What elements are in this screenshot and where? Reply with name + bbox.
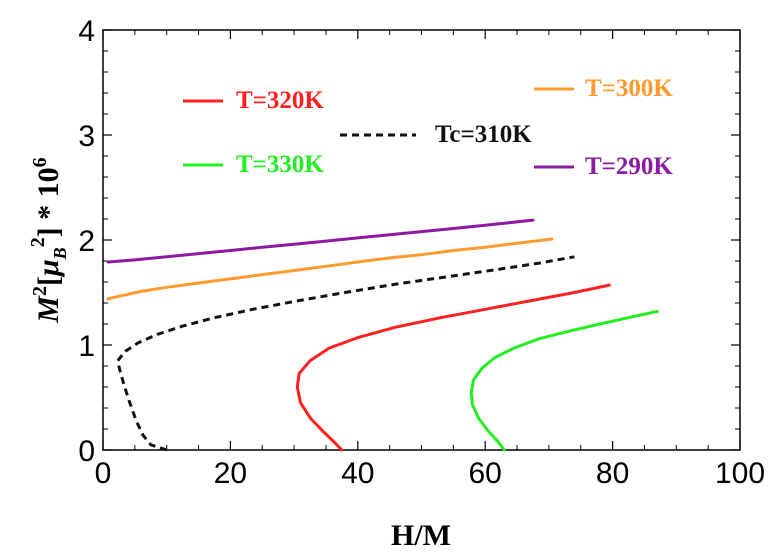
- series-line-t-330k: [469, 309, 659, 452]
- legend: T=320K T=300K Tc=310K T=330K T=290K: [183, 75, 673, 180]
- legend-label-tc-310k: Tc=310K: [435, 121, 532, 148]
- y-axis-title-mu-sup: 2: [27, 237, 49, 247]
- series-layer: [106, 218, 659, 452]
- x-tick-label: 80: [596, 457, 629, 490]
- y-axis-title-close: ] * 10: [32, 167, 65, 237]
- x-tick-label: 40: [341, 457, 374, 490]
- x-tick-label: 0: [95, 457, 112, 490]
- x-axis-title: H/M: [391, 519, 451, 552]
- y-tick-label: 3: [78, 120, 95, 153]
- ticks: 0 20 40 60 80 100 0 1 2 3 4: [78, 15, 765, 490]
- y-axis-title-m: M: [32, 295, 65, 324]
- series-line-t-320k: [295, 283, 611, 452]
- y-axis-title-open: [: [32, 276, 65, 286]
- y-axis-title-mu: μ: [32, 259, 65, 278]
- legend-label-t-330k: T=330K: [236, 151, 324, 178]
- legend-label-t-290k: T=290K: [585, 153, 673, 180]
- y-axis-title: M2[μB2] * 106: [27, 157, 70, 323]
- y-tick-label: 1: [78, 330, 95, 363]
- series-line-t-300k: [106, 237, 554, 301]
- y-axis-title-exp: 6: [29, 157, 51, 167]
- legend-label-t-320k: T=320K: [236, 87, 324, 114]
- legend-label-t-300k: T=300K: [585, 75, 673, 102]
- y-axis-title-m-sup: 2: [29, 286, 51, 296]
- series-line-t-290k: [106, 218, 535, 264]
- y-tick-label: 4: [78, 15, 95, 48]
- x-tick-label: 60: [469, 457, 502, 490]
- x-tick-label: 100: [715, 457, 765, 490]
- series-line-tc-310k: [116, 255, 575, 452]
- y-tick-label: 2: [78, 225, 95, 258]
- y-tick-label: 0: [78, 435, 95, 468]
- y-axis-title-mu-sub: B: [50, 247, 70, 260]
- x-tick-label: 20: [214, 457, 247, 490]
